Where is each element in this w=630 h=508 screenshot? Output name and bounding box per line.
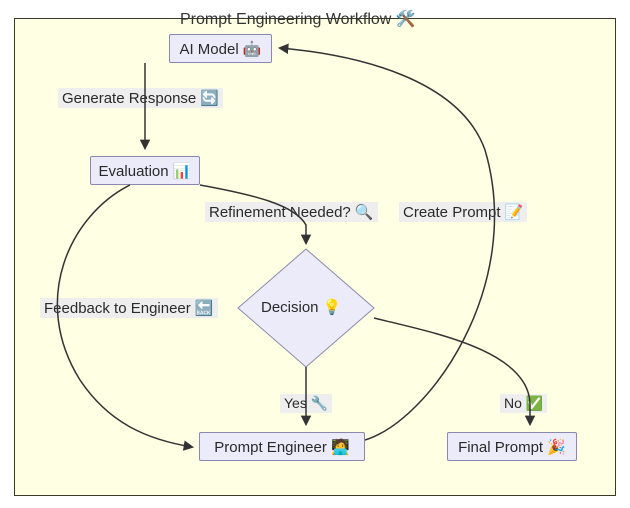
flowchart-canvas: Prompt Engineering Workflow 🛠️ Decision … [0,0,630,508]
node-prompt-engineer: Prompt Engineer 🧑‍💻 [199,432,365,461]
edge-label-yes: Yes 🔧 [280,394,332,413]
edge-label-feedback: Feedback to Engineer 🔙 [40,298,218,318]
node-decision-label: Decision 💡 [261,298,341,316]
edge-label-generate: Generate Response 🔄 [58,88,223,108]
node-evaluation: Evaluation 📊 [90,156,200,185]
edge-label-no: No ✅ [500,394,547,413]
node-ai-model: AI Model 🤖 [169,34,272,63]
diagram-title: Prompt Engineering Workflow 🛠️ [180,9,416,29]
edge-label-refine: Refinement Needed? 🔍 [205,202,378,222]
node-final-prompt: Final Prompt 🎉 [447,432,577,461]
edge-label-create: Create Prompt 📝 [399,202,527,222]
